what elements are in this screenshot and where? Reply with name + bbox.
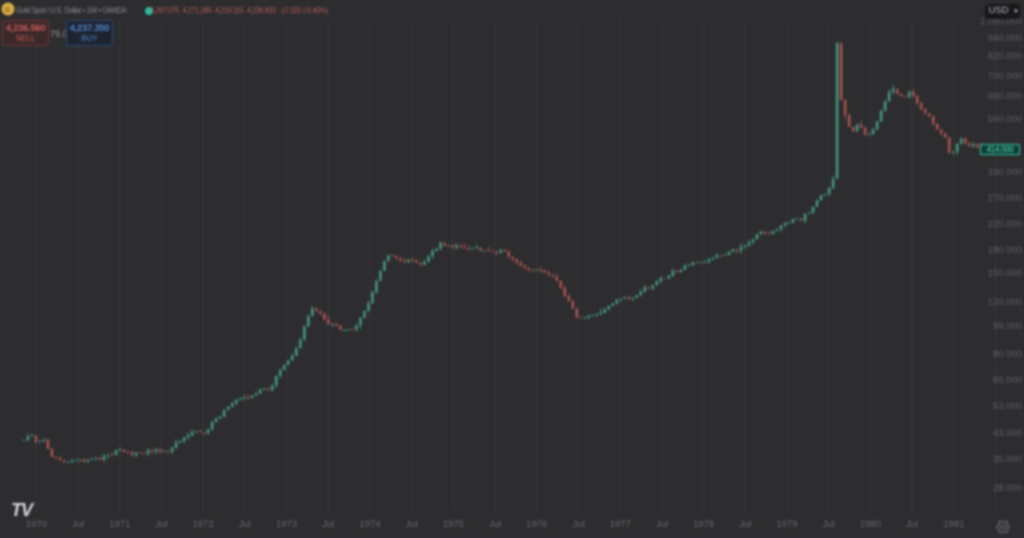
svg-text:G: G [5, 7, 11, 14]
